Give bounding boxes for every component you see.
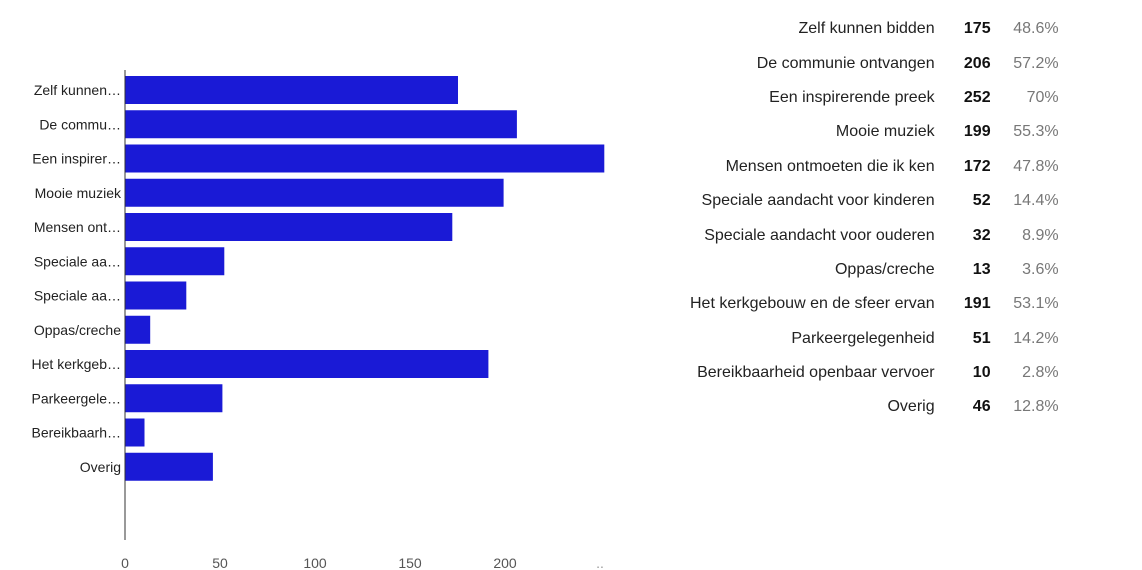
bar-chart-svg: Zelf kunnen… De commu… Een inspirer… Mooie … [32,70,605,570]
summary-row: Zelf kunnen bidden 175 48.6% [690,12,1059,46]
bar[interactable] [125,144,605,173]
summary-count: 52 [972,192,991,210]
summary-percent: 3.6% [1022,260,1059,278]
summary-percent: 2.8% [1022,364,1059,382]
summary-table: Zelf kunnen bidden 175 48.6% De communie on… [690,12,1059,425]
category-label: Bereikbaarh… [32,425,122,441]
summary-row: Oppas/creche 13 3.6% [690,253,1059,287]
summary-percent: 8.9% [1022,226,1059,244]
bar[interactable] [125,247,225,276]
category-label: Mensen ont… [34,219,121,235]
summary-row: De communie ontvangen 206 57.2% [690,46,1059,80]
summary-count: 51 [972,329,991,347]
summary-label: De communie ontvangen [756,54,935,72]
summary-label: Speciale aandacht voor kinderen [701,192,935,210]
summary-row: Speciale aandacht voor ouderen 32 8.9% [690,218,1059,252]
summary-percent: 55.3% [1013,123,1059,141]
bar[interactable] [125,452,213,481]
summary-row: Speciale aandacht voor kinderen 52 14.4% [690,184,1059,218]
summary-label: Mensen ontmoeten die ik ken [725,157,935,175]
summary-count: 252 [963,88,991,106]
x-tick-label: 0 [121,555,129,570]
x-tick-label: 100 [303,555,327,570]
summary-count: 46 [972,398,991,416]
category-label: Speciale aa… [34,253,121,269]
x-tick-label: .. [596,555,604,570]
bar[interactable] [125,178,504,207]
x-tick-label: 200 [493,555,517,570]
category-label: Speciale aa… [34,288,121,304]
bar[interactable] [125,315,151,344]
summary-body: Zelf kunnen bidden 175 48.6% De communie on… [690,12,1059,425]
summary-label: Mooie muziek [835,123,935,141]
summary-label: Overig [887,398,935,416]
bar[interactable] [125,281,187,310]
category-label: Zelf kunnen… [34,82,121,98]
bar[interactable] [125,76,459,104]
x-tick-label: 50 [212,555,228,570]
summary-percent: 70% [1026,88,1059,106]
summary-percent: 57.2% [1013,54,1059,72]
category-label: Mooie muziek [35,185,122,201]
summary-count: 172 [963,157,991,175]
category-label: Een inspirer… [32,151,121,167]
summary-count: 13 [972,260,991,278]
summary-label: Speciale aandacht voor ouderen [704,226,935,244]
summary-row: Een inspirerende preek 252 70% [690,81,1059,115]
bar[interactable] [125,384,223,413]
summary-count: 32 [972,226,991,244]
summary-row: Het kerkgebouw en de sfeer ervan 191 53.1% [690,287,1059,321]
summary-label: Bereikbaarheid openbaar vervoer [697,364,935,382]
category-label: Parkeergele… [32,390,122,406]
bar-chart: Zelf kunnen… De commu… Een inspirer… Mooie … [32,70,605,570]
summary-count: 199 [963,123,991,141]
x-tick-label: 150 [398,555,422,570]
category-label: Overig [80,459,121,475]
category-label: Oppas/creche [34,322,121,338]
bar[interactable] [125,350,489,378]
summary-row: Bereikbaarheid openbaar vervoer 10 2.8% [690,356,1059,390]
category-label: Het kerkgeb… [32,356,121,372]
summary-percent: 47.8% [1013,157,1059,175]
summary-percent: 48.6% [1013,20,1059,38]
summary-label: Parkeergelegenheid [791,329,935,347]
summary-row: Parkeergelegenheid 51 14.2% [690,322,1059,356]
bar[interactable] [125,213,453,241]
summary-count: 206 [963,54,991,72]
summary-row: Mooie muziek 199 55.3% [690,115,1059,149]
summary-row: Mensen ontmoeten die ik ken 172 47.8% [690,150,1059,184]
summary-count: 10 [972,364,991,382]
summary-percent: 53.1% [1013,295,1059,313]
summary-count: 175 [963,20,991,38]
summary-count: 191 [963,295,991,313]
summary-label: Het kerkgebouw en de sfeer ervan [690,295,935,313]
category-label: De commu… [39,116,121,132]
summary-row: Overig 46 12.8% [690,390,1059,424]
summary-percent: 14.4% [1013,192,1059,210]
summary-label: Zelf kunnen bidden [798,20,935,38]
summary-label: Een inspirerende preek [769,88,935,106]
summary-percent: 12.8% [1013,398,1059,416]
bar[interactable] [125,418,145,447]
summary-label: Oppas/creche [834,260,935,278]
summary-percent: 14.2% [1013,329,1059,347]
bar[interactable] [125,110,517,139]
